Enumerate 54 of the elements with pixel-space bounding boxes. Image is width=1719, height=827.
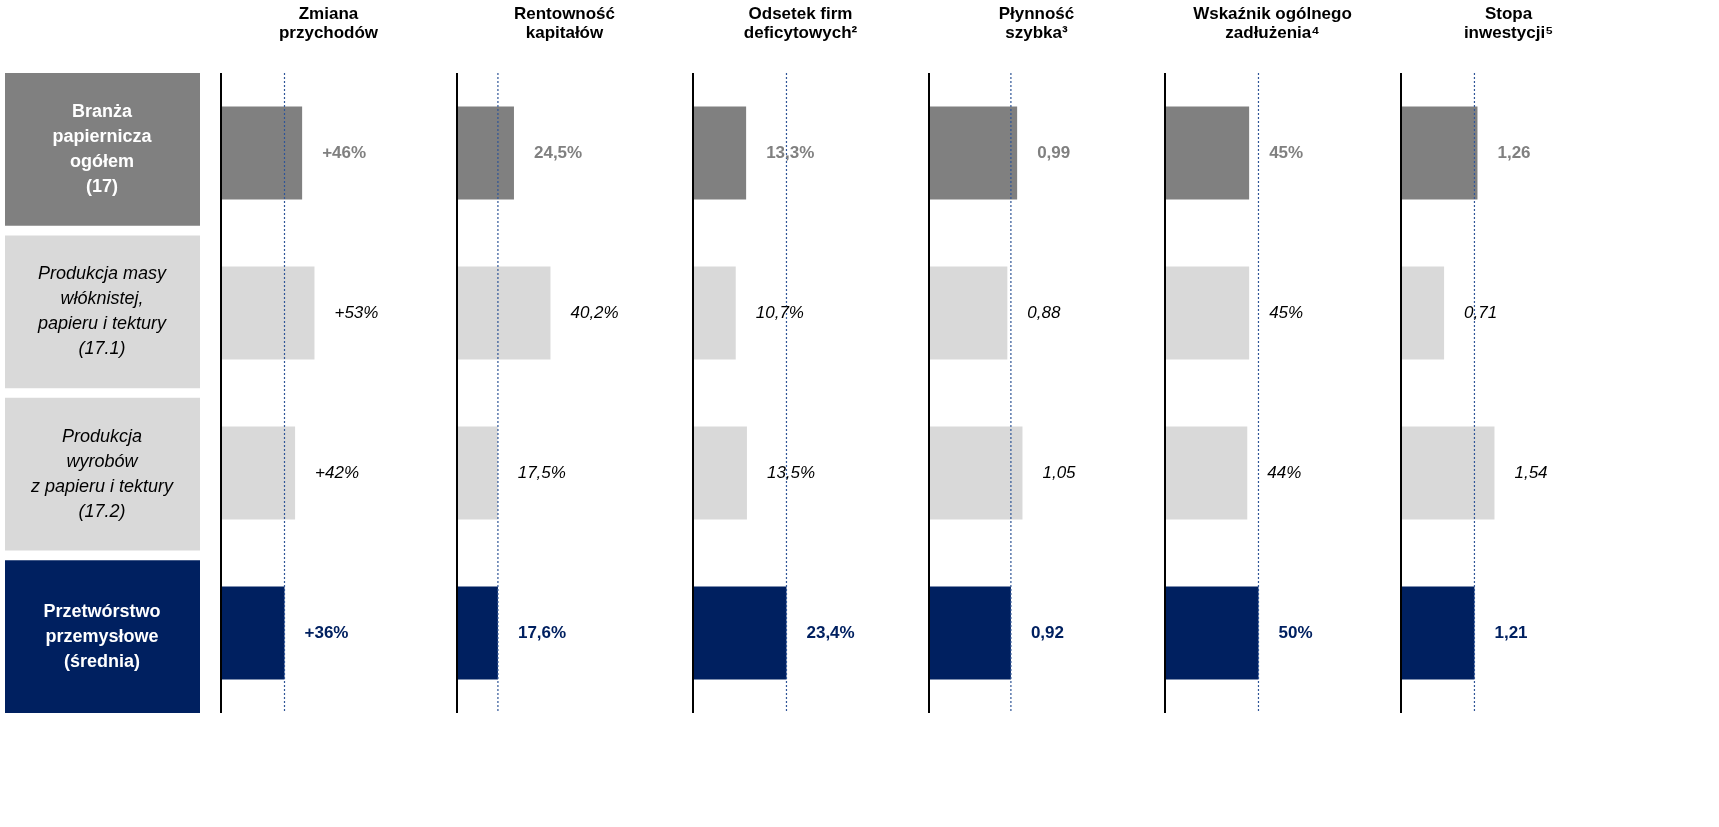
chart-title: Rentowność kapitałów <box>513 4 616 43</box>
bar <box>693 426 747 520</box>
bar <box>1401 426 1495 520</box>
data-label: +36% <box>304 623 349 642</box>
bar <box>221 426 296 520</box>
data-label: 10,7% <box>755 303 804 322</box>
data-label: +42% <box>315 463 360 482</box>
chart-title: Stopa inwestycji⁵ <box>1463 4 1554 43</box>
y-tick-label: Przetwórstwo przemysłowe (średnia) <box>43 600 161 671</box>
bar <box>1401 106 1478 200</box>
data-label: 0,88 <box>1027 303 1061 322</box>
bar <box>457 266 551 360</box>
bar <box>457 426 498 520</box>
data-label: 1,54 <box>1514 463 1548 482</box>
bar <box>1401 586 1475 680</box>
data-label: 17,6% <box>517 623 567 642</box>
bar <box>929 586 1011 680</box>
bar <box>457 586 498 680</box>
data-label: 50% <box>1278 623 1313 642</box>
bar <box>221 266 315 360</box>
data-label: 23,4% <box>806 623 855 642</box>
y-tick-label: Produkcja masy włóknistej, papieru i tektury (17.1) <box>36 263 168 359</box>
data-label: 0,71 <box>1464 303 1498 322</box>
data-label: 13,3% <box>766 143 815 162</box>
bar <box>693 106 747 200</box>
chart-title: Płynność szybka³ <box>998 4 1075 43</box>
data-label: +46% <box>322 143 367 162</box>
bar <box>929 266 1008 360</box>
bar <box>929 106 1018 200</box>
data-label: 1,21 <box>1494 623 1528 642</box>
data-label: 1,05 <box>1042 463 1077 482</box>
data-label: 45% <box>1269 303 1304 322</box>
data-label: 1,26 <box>1497 143 1531 162</box>
bar <box>221 106 303 200</box>
bar <box>929 426 1023 520</box>
bar <box>221 586 285 680</box>
data-label: 17,5% <box>517 463 566 482</box>
bar <box>457 106 514 200</box>
bar <box>1401 266 1445 360</box>
data-label: +53% <box>334 303 379 322</box>
data-label: 45% <box>1269 143 1304 162</box>
data-label: 44% <box>1267 463 1302 482</box>
data-label: 40,2% <box>570 303 619 322</box>
chart-title: Odsetek firm deficytowych² <box>743 4 858 43</box>
y-tick-label: Branża papiernicza ogółem (17) <box>52 100 153 196</box>
y-tick-label: Produkcja wyrobów z papieru i tektury (17.2) <box>29 425 175 521</box>
data-label: 13,5% <box>766 463 816 482</box>
bar <box>693 586 787 680</box>
data-label: 0,92 <box>1030 623 1064 642</box>
bar <box>693 266 736 360</box>
chart-title: Wskaźnik ogólnego zadłużenia⁴ <box>1193 4 1352 43</box>
data-label: 0,99 <box>1037 143 1071 162</box>
chart-title: Zmiana przychodów <box>278 4 379 43</box>
data-label: 24,5% <box>533 143 583 162</box>
